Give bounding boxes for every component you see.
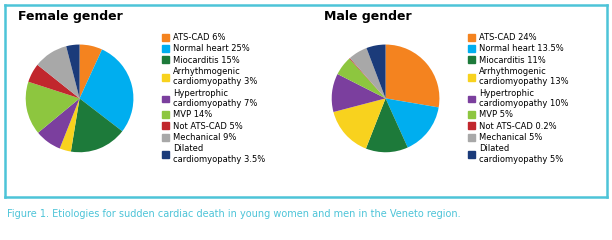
Wedge shape — [367, 45, 386, 98]
Wedge shape — [80, 49, 133, 131]
Wedge shape — [66, 45, 80, 98]
Text: Female gender: Female gender — [18, 10, 123, 23]
Wedge shape — [60, 98, 80, 151]
Wedge shape — [71, 98, 122, 152]
Text: Male gender: Male gender — [324, 10, 412, 23]
Wedge shape — [386, 45, 439, 108]
Wedge shape — [366, 98, 408, 152]
Wedge shape — [386, 98, 439, 148]
Legend: ATS-CAD 24%, Normal heart 13.5%, Miocarditis 11%, Arrhythmogenic
cardiomyopathy : ATS-CAD 24%, Normal heart 13.5%, Miocard… — [468, 33, 569, 164]
Wedge shape — [350, 48, 386, 98]
Wedge shape — [37, 46, 80, 98]
Wedge shape — [80, 45, 102, 98]
Wedge shape — [334, 98, 386, 149]
Legend: ATS-CAD 6%, Normal heart 25%, Miocarditis 15%, Arrhythmogenic
cardiomyopathy 3%,: ATS-CAD 6%, Normal heart 25%, Miocarditi… — [162, 33, 265, 164]
Text: Figure 1. Etiologies for sudden cardiac death in young women and men in the Vene: Figure 1. Etiologies for sudden cardiac … — [7, 209, 461, 219]
Wedge shape — [349, 58, 386, 98]
Wedge shape — [26, 82, 80, 133]
Wedge shape — [332, 74, 386, 112]
Wedge shape — [28, 65, 80, 98]
Wedge shape — [38, 98, 80, 149]
Wedge shape — [338, 59, 386, 98]
